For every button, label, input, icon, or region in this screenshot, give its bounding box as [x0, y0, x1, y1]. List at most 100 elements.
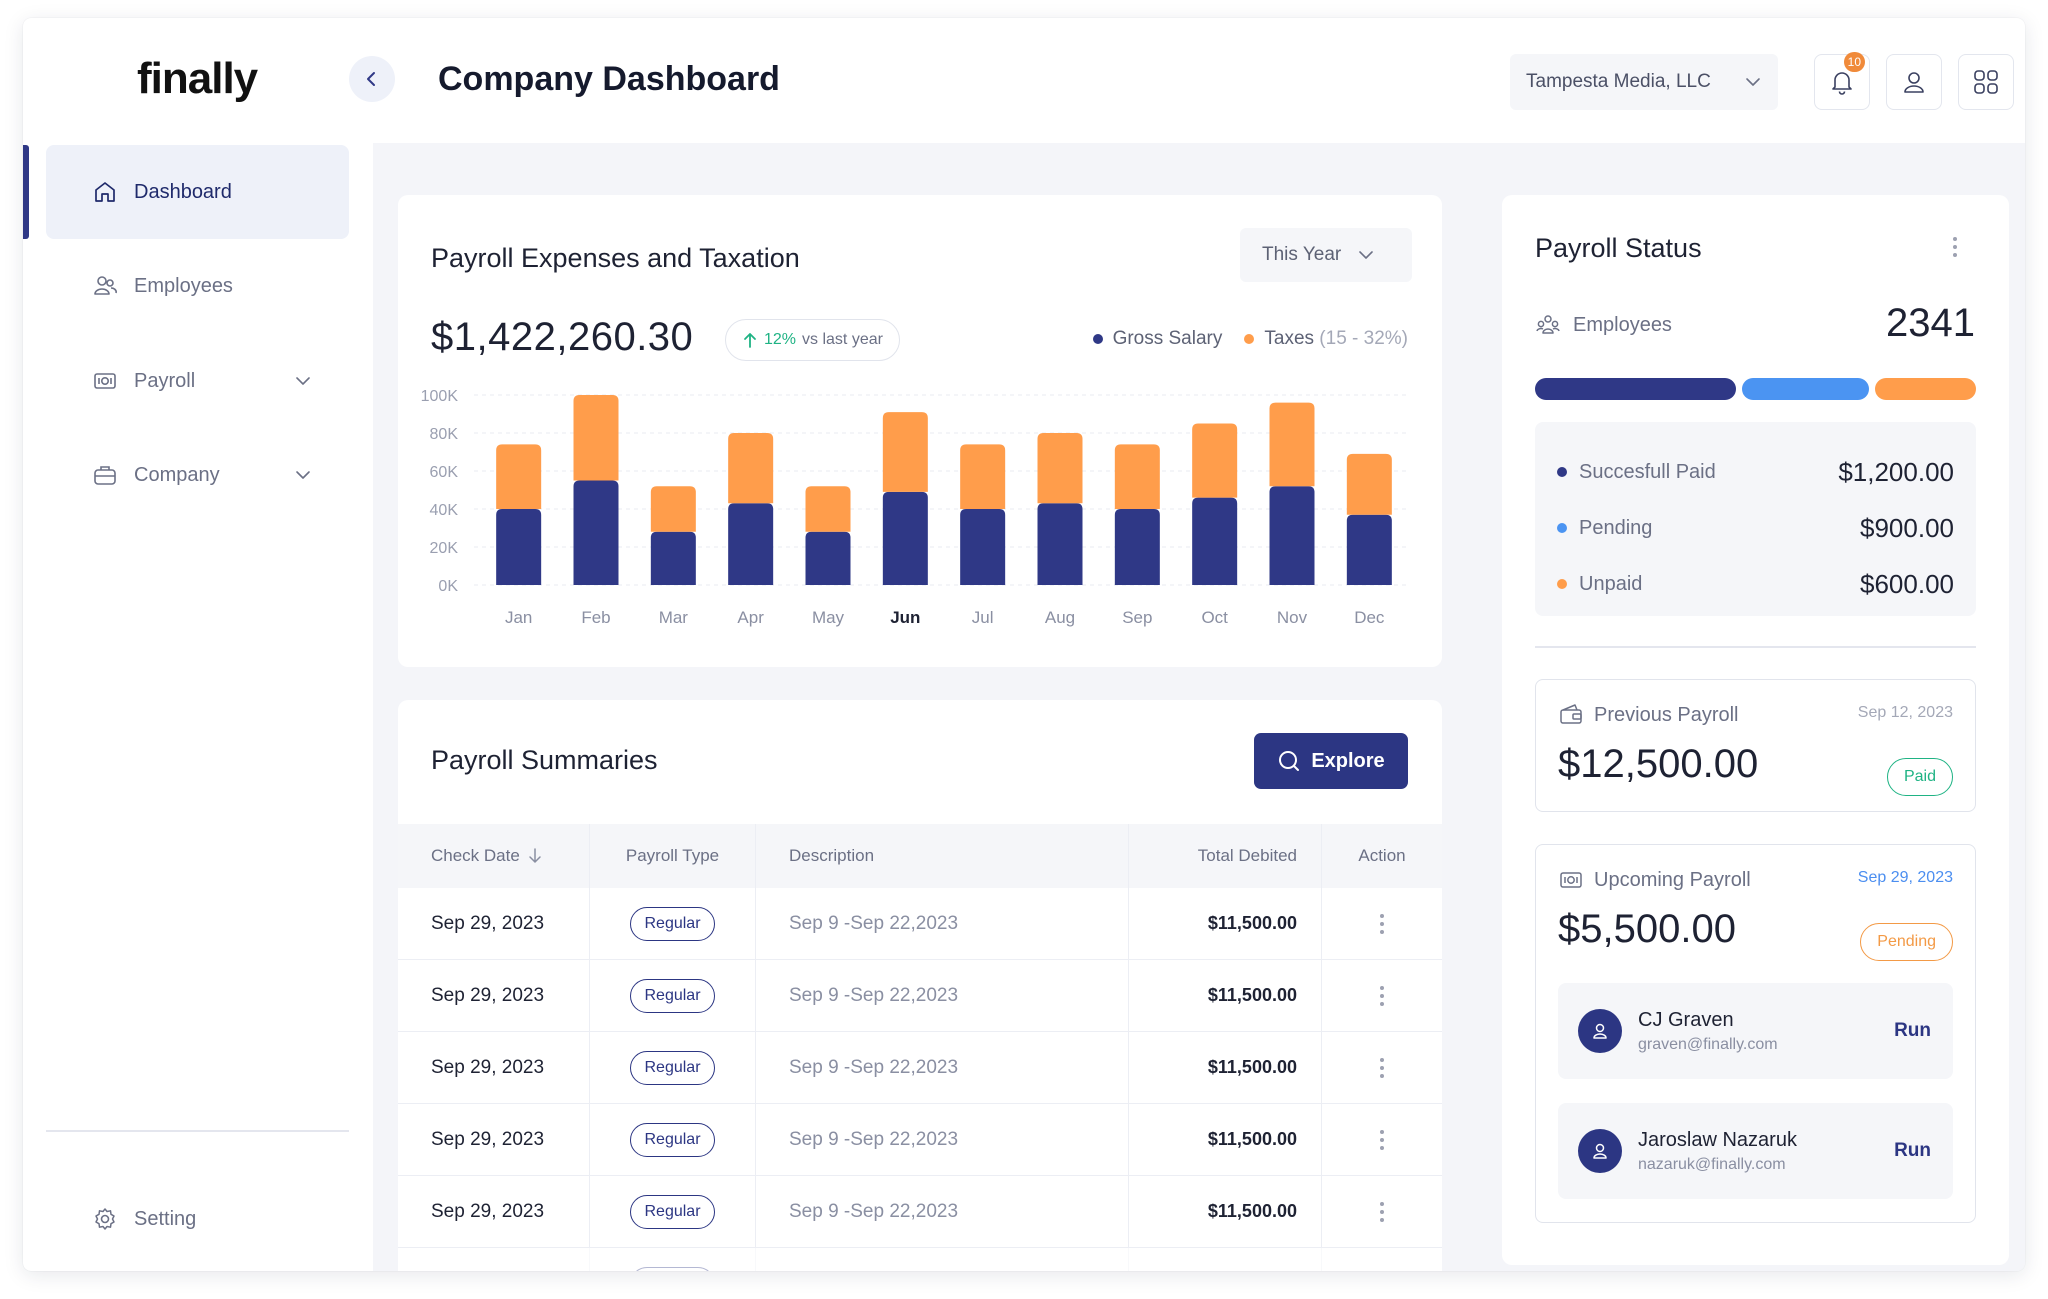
kebab-dot [1380, 1201, 1384, 1206]
cell-total-debited: $11,500.00 [1129, 1176, 1322, 1247]
legend-dot [1244, 333, 1255, 344]
status-amount: $900.00 [1860, 512, 1954, 543]
person-email: nazaruk@finally.com [1638, 1155, 1786, 1173]
y-tick-label: 0K [438, 578, 458, 595]
description: Sep 9 -Sep 22,2023 [789, 1128, 959, 1150]
previous-payroll-amount: $12,500.00 [1558, 742, 1759, 786]
table-row: Sep 29, 2023 Regular Sep 9 -Sep 22,2023 $11… [398, 1176, 1442, 1248]
status-label: Pending [1579, 516, 1653, 539]
kebab-dot [1380, 1137, 1384, 1142]
kebab-dot [1380, 1145, 1384, 1150]
x-tick-label: Apr [737, 608, 764, 627]
sidebar-item-dashboard[interactable]: Dashboard [46, 145, 349, 239]
kebab-dot [1380, 929, 1384, 934]
status-badge-pending: Pending [1860, 923, 1953, 961]
check-date: Sep 29, 2023 [431, 1056, 545, 1078]
previous-payroll-label: Previous Payroll [1594, 703, 1739, 726]
column-check-date[interactable]: Check Date [398, 824, 590, 888]
bar-taxes [882, 412, 928, 492]
person-info: CJ Graven graven@finally.com [1638, 1009, 1778, 1054]
kebab-dot [1380, 1065, 1384, 1070]
bar-gross [573, 480, 619, 585]
trend-text: vs last year [802, 331, 883, 348]
cell-payroll-type: Regular [590, 1176, 756, 1247]
kebab-dot [1953, 253, 1957, 257]
status-label: Succesfull Paid [1579, 460, 1716, 483]
legend-label: Gross Salary [1112, 328, 1223, 349]
column-description: Description [756, 824, 1129, 888]
status-label: Unpaid [1579, 572, 1643, 595]
status-menu-button[interactable] [1953, 237, 1957, 257]
notifications-button[interactable]: 10 [1814, 52, 1870, 110]
row-action-button[interactable] [1380, 913, 1384, 934]
payroll-type-badge: Regular [630, 1266, 715, 1271]
legend-range: (15 - 32%) [1319, 328, 1408, 349]
row-action-button[interactable] [1380, 1129, 1384, 1150]
column-label: Description [789, 846, 875, 865]
cell-description: Sep 9 -Sep 22,2023 [756, 1176, 1129, 1247]
app-logo: finally [137, 54, 258, 103]
sidebar-item-setting[interactable]: Setting [46, 1172, 349, 1266]
cell-check-date: Sep 29, 2023 [398, 1176, 590, 1247]
employees-count: 2341 [1886, 301, 1975, 345]
range-select[interactable]: This Year [1240, 228, 1412, 282]
users-icon [94, 276, 117, 295]
cell-check-date: Sep 29, 2023 [398, 1032, 590, 1103]
row-action-button[interactable] [1380, 1201, 1384, 1222]
status-amount: $1,200.00 [1838, 456, 1954, 487]
check-date: Sep 29, 2023 [431, 1200, 545, 1222]
bar-gross [1269, 486, 1315, 585]
expenses-chart: 0K 20K 40K 60K 80K 100K Jan Feb Mar Apr May Jun Jul A… [421, 388, 1408, 627]
column-label: Action [1358, 846, 1406, 865]
row-action-button[interactable] [1380, 985, 1384, 1006]
bar-gross [650, 531, 696, 585]
chevron-down-icon [1359, 251, 1374, 259]
previous-payroll-label-group: Previous Payroll [1558, 702, 1739, 728]
home-icon [95, 182, 115, 202]
progress-segment [1875, 378, 1976, 400]
collapse-sidebar-button[interactable] [349, 56, 395, 102]
payroll-status-card: Payroll Status Employees 2341 Succesfull… [1502, 195, 2009, 1265]
column-label: Total Debited [1197, 846, 1297, 865]
progress-segment [1535, 378, 1737, 400]
progress-segment [1742, 378, 1870, 400]
arrow-down-icon [529, 848, 541, 863]
cell-description: Sep 9 -Sep 22,2023 [756, 1032, 1129, 1103]
row-action-button[interactable] [1380, 1057, 1384, 1078]
chevron-down-icon [296, 377, 310, 385]
upcoming-payroll-label: Upcoming Payroll [1594, 868, 1751, 891]
bar-gross [1346, 514, 1392, 585]
active-nav-indicator [23, 145, 29, 239]
legend-gross: Gross Salary [1092, 328, 1223, 350]
kebab-dot [1380, 985, 1384, 990]
cell-check-date: Sep 29, 2023 [398, 1248, 590, 1271]
sidebar-item-payroll[interactable]: Payroll [46, 334, 349, 428]
apps-button[interactable] [1958, 54, 2014, 110]
cell-action [1322, 1176, 1442, 1247]
run-button[interactable]: Run [1894, 1020, 1931, 1041]
sidebar-item-label: Payroll [134, 369, 196, 392]
user-icon [1593, 1143, 1607, 1159]
sidebar-item-company[interactable]: Company [46, 428, 349, 522]
run-button[interactable]: Run [1894, 1140, 1931, 1161]
profile-button[interactable] [1886, 54, 1942, 110]
status-title: Payroll Status [1535, 233, 1702, 263]
chevron-down-icon [296, 471, 310, 479]
explore-button[interactable]: Explore [1254, 733, 1408, 789]
person-name: Jaroslaw Nazaruk [1638, 1128, 1797, 1151]
legend-label: Taxes [1264, 328, 1315, 349]
bar-taxes [960, 444, 1006, 509]
payroll-type-badge: Regular [630, 978, 715, 1013]
bar-gross [1037, 503, 1083, 585]
app-window: finally Company Dashboard Tampesta Media… [23, 18, 2025, 1271]
expenses-card: Payroll Expenses and Taxation This Year … [398, 195, 1442, 667]
company-select[interactable]: Tampesta Media, LLC [1510, 54, 1778, 110]
sidebar-item-employees[interactable]: Employees [46, 239, 349, 333]
table-row: Sep 29, 2023 Regular Sep 9 -Sep 22,2023 $11… [398, 1104, 1442, 1176]
column-action: Action [1322, 824, 1442, 888]
cell-payroll-type: Regular [590, 1104, 756, 1175]
status-line: Unpaid $600.00 [1557, 556, 1954, 612]
cell-action [1322, 960, 1442, 1031]
y-tick-label: 60K [430, 464, 459, 481]
trend-badge: 12% vs last year [725, 319, 900, 361]
